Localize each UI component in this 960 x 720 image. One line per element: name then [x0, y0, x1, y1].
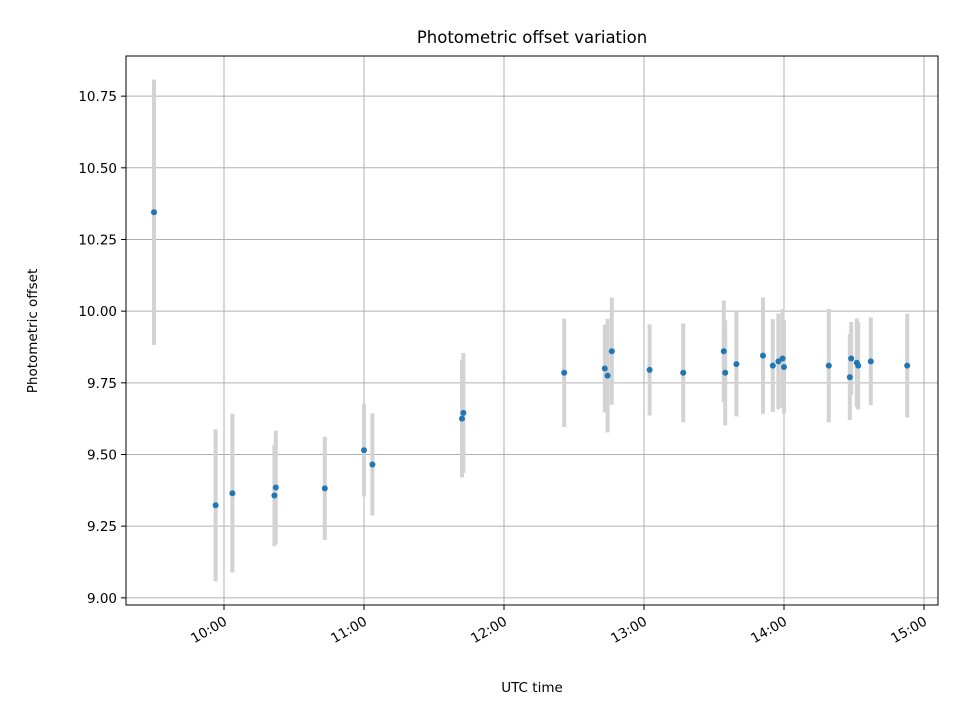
- data-point: [867, 358, 874, 365]
- y-tick-label: 9.00: [87, 591, 117, 607]
- data-point: [846, 374, 853, 381]
- y-tick-label: 10.75: [78, 89, 117, 105]
- y-tick-label: 10.25: [78, 232, 117, 248]
- y-tick-label: 9.75: [87, 376, 117, 392]
- data-point: [460, 409, 467, 416]
- data-point: [151, 209, 157, 216]
- y-tick-label: 10.00: [78, 304, 117, 320]
- data-point: [361, 447, 367, 454]
- data-point: [680, 369, 687, 376]
- data-point: [212, 502, 219, 509]
- data-point: [779, 355, 786, 362]
- data-point: [769, 362, 776, 369]
- data-point: [733, 361, 740, 368]
- data-point: [825, 362, 832, 369]
- data-point: [604, 372, 611, 379]
- y-axis-label: Photometric offset: [25, 269, 41, 393]
- data-point: [781, 364, 787, 371]
- data-point: [722, 369, 729, 376]
- data-point: [561, 369, 568, 376]
- data-point: [760, 352, 766, 359]
- data-point: [369, 461, 376, 468]
- y-tick-label: 9.50: [87, 447, 117, 463]
- data-point: [848, 355, 855, 362]
- data-point: [459, 415, 465, 422]
- data-point: [775, 358, 782, 365]
- plot-frame: [125, 55, 939, 606]
- data-points: [151, 209, 911, 509]
- y-tick-label: 9.25: [87, 519, 117, 535]
- data-point: [229, 490, 236, 497]
- data-point: [321, 485, 328, 492]
- data-point: [904, 362, 911, 369]
- data-point: [271, 492, 278, 499]
- y-tick-label: 10.50: [78, 161, 117, 177]
- data-point: [720, 348, 727, 355]
- data-point: [272, 484, 279, 491]
- chart-title: Photometric offset variation: [417, 28, 647, 47]
- data-point: [601, 365, 608, 372]
- data-point: [855, 362, 862, 369]
- data-point: [608, 348, 615, 355]
- data-point: [646, 366, 653, 373]
- x-axis-label: UTC time: [501, 680, 563, 696]
